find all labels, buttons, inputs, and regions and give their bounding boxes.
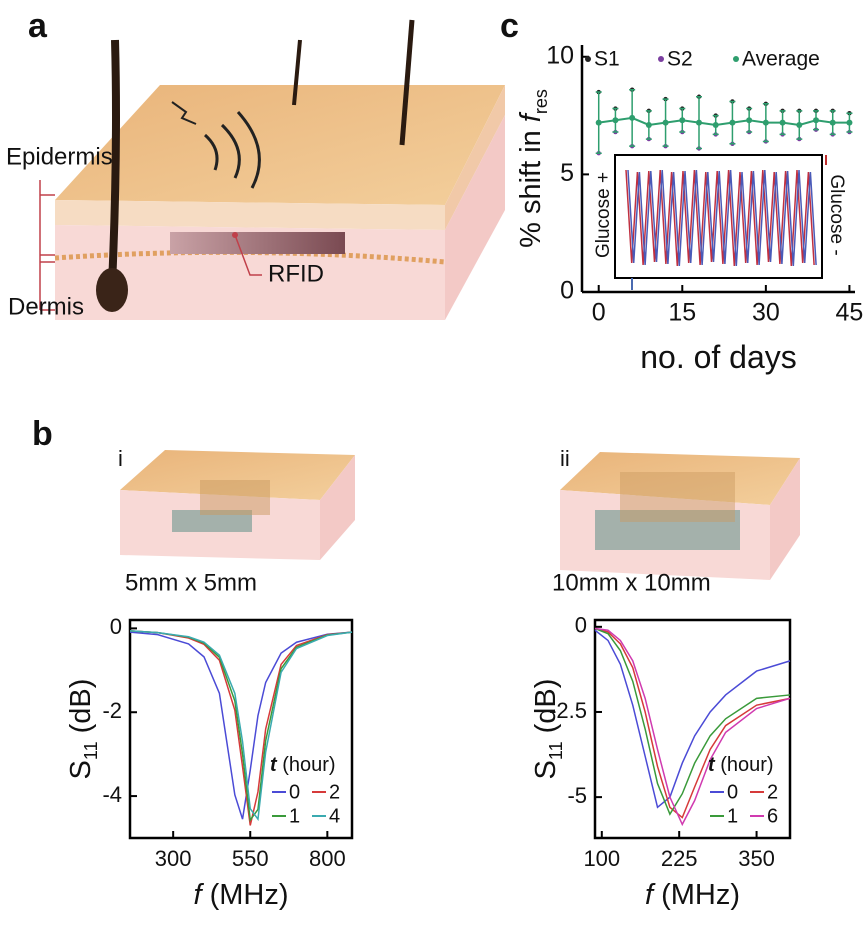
data-line [595,630,790,807]
data-point [596,120,602,126]
label-part: S [65,760,97,779]
figure: a b c i ii Epidermis Dermis RFID 5mm x 5… [0,0,868,925]
legend-label: 1 [727,805,738,827]
x-tick-label: 550 [232,846,269,871]
y-tick-label: 0 [110,614,122,639]
y-tick-label: 5 [560,159,574,187]
x-tick-label: 15 [668,299,696,327]
legend-label: 0 [289,781,300,803]
x-tick-label: 30 [752,299,780,327]
x-tick-label: 800 [309,846,346,871]
y-axis-label: % shift in fres [515,89,551,248]
label-part: (hour) [715,754,774,776]
x-axis-label: no. of days [640,339,797,375]
data-point [830,120,836,126]
sub-label: i [118,446,123,471]
x-tick-label: 350 [738,846,775,871]
legend-label: 2 [329,781,340,803]
data-point [780,120,786,126]
label-part: 11 [81,741,101,760]
y-tick-label: -5 [567,783,587,808]
label-part: S [530,760,562,779]
data-line [130,631,352,819]
layer-label: Dermis [8,293,84,320]
data-point [763,120,769,126]
panel-label: a [28,7,48,45]
x-tick-label: 0 [592,299,606,327]
data-point [813,117,819,123]
data-point [846,120,852,126]
data-point [729,120,735,126]
panel-label: c [500,7,519,45]
implant-illustration-ii [560,452,800,580]
legend-label: 0 [727,781,738,803]
data-line [595,629,790,818]
data-line [595,629,790,825]
y-tick-label: 0 [560,277,574,305]
data-point [696,120,702,126]
inset-label: Glucose - [826,174,847,255]
label-part: 11 [546,741,566,760]
label-part: (dB) [530,679,562,742]
legend-label: 6 [767,805,778,827]
label-part: (MHz) [202,879,289,911]
legend-marker [585,56,591,62]
data-line [599,118,850,125]
legend-marker [658,56,664,62]
legend-title: t (hour) [708,754,774,776]
data-line [595,629,790,815]
data-point [629,115,635,121]
legend-marker [733,56,739,62]
device-label: RFID [268,260,324,287]
y-tick-label: 0 [575,613,587,638]
data-point [612,117,618,123]
label-part: % shift in [515,122,547,248]
x-tick-label: 45 [836,299,864,327]
implant-illustration-i [120,450,355,560]
data-point [746,117,752,123]
label-part: (dB) [65,679,97,742]
size-label: 10mm x 10mm [552,569,711,596]
panel-label: b [32,415,53,453]
legend-label: Average [742,48,820,71]
data-point [646,122,652,128]
legend-label: 4 [329,805,340,827]
layer-label: Epidermis [6,143,113,170]
y-tick-label: -4 [102,782,122,807]
label-part: no. of days [640,339,797,375]
y-axis-label: S11 (dB) [65,679,101,780]
inset-label: Glucose + [593,172,614,258]
x-tick-label: 300 [155,846,192,871]
data-point [713,122,719,128]
x-axis-label: f (MHz) [645,879,740,911]
label-part: res [531,89,551,114]
legend-label: 1 [289,805,300,827]
legend-label: 2 [767,781,778,803]
data-point [663,120,669,126]
data-point [796,122,802,128]
sub-label: ii [560,446,570,471]
y-tick-label: -2 [102,698,122,723]
legend-label: S1 [594,48,620,71]
x-axis-label: f (MHz) [193,879,288,911]
label-part: (MHz) [653,879,740,911]
y-tick-label: 10 [546,41,574,69]
legend-label: S2 [667,48,693,71]
y-axis-label: S11 (dB) [530,679,566,780]
label-part: (hour) [277,754,336,776]
legend-title: t (hour) [270,754,336,776]
size-label: 5mm x 5mm [125,569,257,596]
x-tick-label: 225 [661,846,698,871]
x-tick-label: 100 [583,846,620,871]
page: a b c i ii Epidermis Dermis RFID 5mm x 5… [0,0,868,925]
data-point [679,117,685,123]
